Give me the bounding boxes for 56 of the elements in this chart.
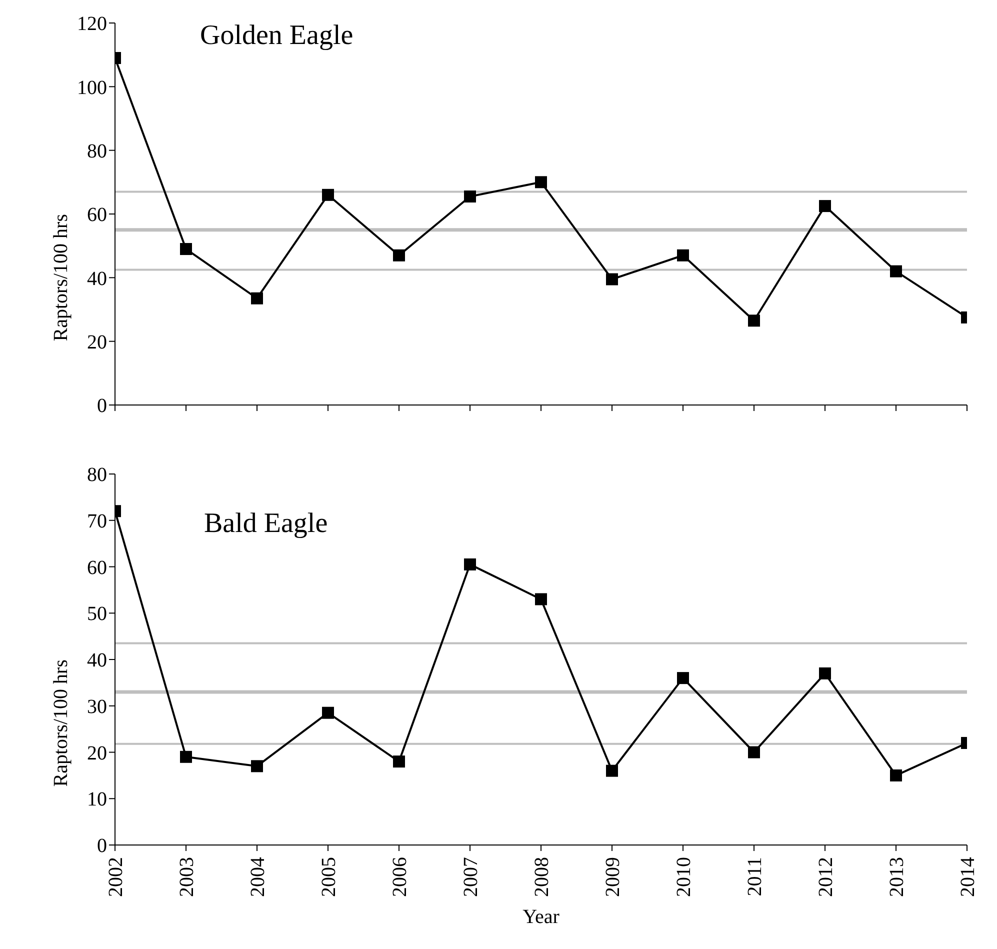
- y-tick-label: 0: [97, 395, 107, 418]
- point: [251, 292, 263, 304]
- x-tick-label: 2002: [105, 857, 127, 897]
- point: [819, 667, 831, 680]
- y-tick-label: 0: [97, 835, 107, 858]
- point: [393, 249, 405, 262]
- x-axis-title: Year: [522, 906, 560, 928]
- text: Bald Eagle: [204, 508, 328, 540]
- x-tick-label: 2013: [886, 857, 908, 897]
- point: [180, 243, 192, 256]
- point: [819, 200, 831, 212]
- y-tick-label: 80: [87, 140, 107, 162]
- x-tick-label: 2009: [602, 857, 624, 897]
- x-tick-label: 2012: [815, 857, 837, 897]
- y-tick-label: 80: [87, 464, 107, 486]
- point: [890, 265, 902, 278]
- x-tick-label: 2010: [673, 857, 695, 897]
- point: [464, 558, 476, 570]
- y-tick-label: 100: [77, 76, 107, 99]
- y-tick-label: 20: [87, 742, 107, 764]
- point: [677, 672, 689, 684]
- point: [180, 750, 192, 763]
- point: [322, 188, 334, 201]
- x-tick-label: 2004: [247, 857, 269, 897]
- y-axis-title: Raptors/100 hrs: [50, 214, 72, 342]
- point: [606, 764, 618, 777]
- point: [748, 746, 760, 758]
- y-tick-label: 50: [87, 603, 107, 626]
- point: [535, 593, 547, 606]
- point: [890, 769, 902, 782]
- y-tick-label: 40: [87, 268, 107, 290]
- chart-title: Golden Eagle: [200, 20, 354, 52]
- y-tick-label: 60: [87, 556, 107, 579]
- x-tick-label: 2007: [460, 857, 482, 897]
- x-tick-label: 2008: [531, 857, 553, 897]
- point: [535, 176, 547, 188]
- x-tick-label: 2005: [318, 857, 340, 897]
- y-tick-label: 120: [77, 13, 107, 36]
- point: [464, 190, 476, 202]
- point: [393, 756, 405, 768]
- point: [677, 249, 689, 262]
- y-tick-label: 70: [87, 510, 107, 532]
- point: [606, 273, 618, 286]
- y-tick-label: 30: [87, 696, 107, 718]
- y-tick-label: 10: [87, 788, 107, 811]
- y-axis-title: Raptors/100 hrs: [50, 659, 72, 787]
- y-tick-label: 60: [87, 204, 107, 226]
- x-tick-label: 2006: [389, 857, 411, 897]
- point: [322, 706, 334, 719]
- x-tick-label: 2011: [744, 857, 766, 896]
- point: [748, 314, 760, 327]
- x-tick-label: 2014: [957, 857, 979, 897]
- x-tick-label: 2003: [176, 857, 198, 897]
- y-tick-label: 20: [87, 331, 107, 354]
- y-tick-label: 40: [87, 650, 107, 672]
- point: [251, 760, 263, 772]
